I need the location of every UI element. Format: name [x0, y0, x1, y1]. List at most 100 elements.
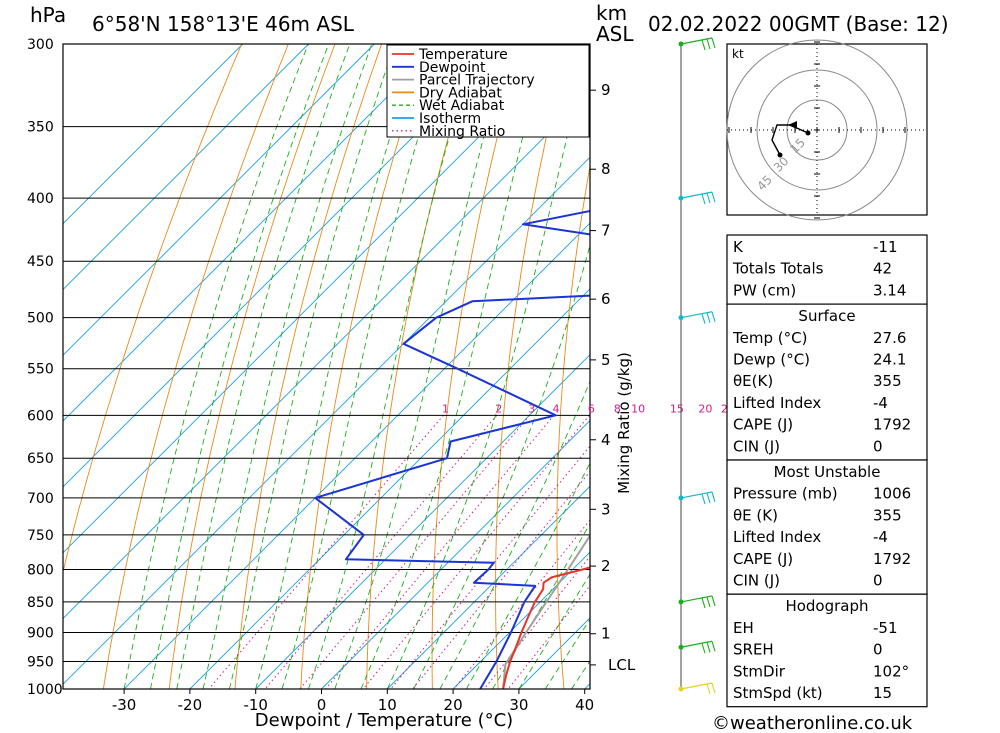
hodograph-unit: kt	[732, 47, 744, 61]
x-tick-label: -10	[243, 696, 268, 714]
index-label: StmDir	[733, 662, 786, 680]
wet-adiabat-line	[281, 44, 448, 689]
wind-barb-flag	[706, 642, 711, 653]
x-tick-label: -30	[112, 696, 137, 714]
x-tick-label: 0	[317, 696, 327, 714]
index-label: Temp (°C)	[732, 329, 807, 347]
isotherm-line	[63, 90, 590, 620]
dry-adiabat-line	[674, 44, 708, 689]
index-value: -51	[873, 619, 898, 637]
km-tick-label: 5	[601, 351, 611, 369]
isotherm-line	[63, 44, 244, 225]
legend-label: Mixing Ratio	[419, 124, 505, 140]
hodograph-point	[805, 130, 811, 136]
mixing-ratio-line	[299, 414, 531, 689]
datetime-label: 02.02.2022 00GMT (Base: 12)	[648, 12, 949, 36]
mixing-ratio-label: 8	[614, 402, 621, 415]
legend-label: Temperature	[418, 47, 508, 63]
mixing-ratio-label: 1	[442, 402, 449, 415]
index-label: CAPE (J)	[733, 550, 793, 568]
pressure-tick-label: 800	[27, 562, 54, 578]
hodograph-indices-box	[726, 593, 928, 708]
isotherm-line	[63, 156, 590, 685]
legend-label: Isotherm	[419, 111, 481, 127]
mixing-ratio-label: 4	[553, 402, 560, 415]
wind-barb-flag	[711, 37, 716, 49]
km-tick-label: 2	[601, 557, 611, 575]
mixing-ratio-line	[390, 445, 590, 689]
km-tick-label: 8	[601, 160, 611, 178]
mixing-ratio-label: 10	[631, 402, 645, 415]
index-label: SREH	[733, 641, 774, 659]
index-label: CIN (J)	[733, 572, 780, 590]
asl-unit-label: ASL	[596, 22, 634, 46]
dry-adiabat-line	[63, 44, 243, 574]
wind-barb-flag	[706, 38, 711, 50]
height-axis-labels: 9 8 7 6 5 4 3 2 1 LCL	[590, 81, 636, 674]
pressure-axis-labels: 300 350 400 450 500 550 600 650 700 750 800 850 900 9…	[27, 37, 63, 698]
wind-profile	[678, 37, 716, 695]
mixing-ratio-line	[412, 470, 590, 689]
wet-adiabat-line	[307, 44, 477, 689]
wet-adiabat-line	[149, 44, 330, 689]
index-value: 24.1	[873, 351, 906, 369]
wind-barb-flag	[706, 492, 711, 504]
index-label: CIN (J)	[733, 437, 780, 455]
x-tick-label: -20	[178, 696, 203, 714]
hpa-unit-label: hPa	[30, 3, 66, 27]
pressure-tick-label: 450	[27, 254, 54, 270]
wind-barb-flag	[706, 596, 711, 608]
x-tick-label: 30	[509, 696, 528, 714]
isobars	[63, 43, 590, 690]
index-value: 1792	[873, 416, 911, 434]
pressure-tick-label: 700	[27, 491, 54, 507]
wind-barb-flag	[711, 311, 716, 322]
mixing-ratio-label: 15	[670, 402, 684, 415]
isotherm-line	[321, 419, 590, 689]
x-axis-title: Dewpoint / Temperature (°C)	[255, 710, 513, 731]
wind-barb-staff	[680, 37, 713, 45]
wind-barb-flag	[706, 683, 711, 695]
wet-adiabat-line	[202, 44, 373, 689]
index-label: CAPE (J)	[733, 416, 793, 434]
index-value: 102°	[873, 662, 909, 680]
index-value: 27.6	[873, 329, 906, 347]
wind-barb-staff	[680, 311, 713, 319]
copyright: ©weatheronline.co.uk	[712, 713, 913, 733]
wind-barb-flag	[711, 641, 716, 652]
dry-adiabat-line	[938, 44, 1000, 689]
index-value: 1792	[873, 550, 911, 568]
wind-barb-flag	[711, 491, 716, 503]
isotherm-line	[189, 288, 590, 689]
plot-frame	[62, 43, 591, 690]
wet-adiabat-line	[228, 44, 396, 689]
dry-adiabat-line	[102, 44, 289, 689]
index-label: Dewp (°C)	[733, 351, 810, 369]
wind-barb-flag	[701, 313, 706, 324]
pressure-tick-label: 350	[27, 120, 54, 136]
index-label: StmSpd (kt)	[733, 684, 823, 702]
pressure-tick-label: 400	[27, 191, 54, 207]
x-tick-label: 20	[444, 696, 463, 714]
legend-label: Dry Adiabat	[419, 85, 502, 101]
index-value: -4	[873, 528, 888, 546]
pressure-tick-label: 300	[27, 37, 54, 53]
wind-barb-flag	[706, 312, 711, 323]
skewt-plot	[62, 43, 1000, 690]
mixing-ratio-label: 2	[495, 402, 502, 415]
pressure-tick-label: 850	[27, 595, 54, 611]
legend-label: Wet Adiabat	[419, 98, 505, 114]
wind-barb-flag	[711, 191, 716, 203]
temperature-line	[502, 566, 590, 689]
pressure-tick-label: 650	[27, 451, 54, 467]
most-unstable-indices-box	[726, 459, 928, 595]
pressure-tick-label: 500	[27, 311, 54, 327]
surface-indices-box	[726, 303, 928, 461]
km-tick-label: 3	[601, 500, 611, 518]
wind-barb-staff	[680, 682, 713, 690]
index-value: 355	[873, 506, 902, 524]
index-value: 355	[873, 372, 902, 390]
wet-adiabat-line	[386, 44, 590, 689]
